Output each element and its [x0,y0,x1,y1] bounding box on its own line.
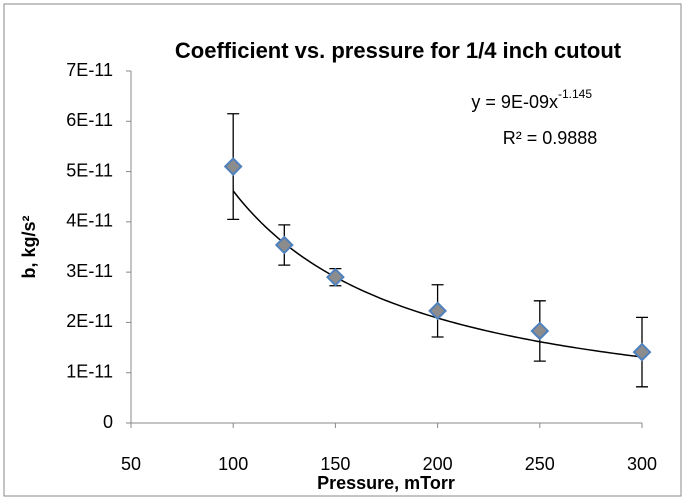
y-tick-label: 3E-11 [66,261,113,281]
x-tick-label: 50 [121,454,141,474]
trendline-equation: y = 9E-09x-1.145 [471,87,592,112]
data-point [325,267,345,287]
data-point [530,321,550,341]
y-tick-label: 4E-11 [66,211,113,231]
y-tick-label: 5E-11 [66,160,113,180]
equation-exponent: -1.145 [558,87,592,101]
y-tick-label: 1E-11 [66,361,113,381]
equation-text: y = 9E-09x [471,92,558,112]
x-tick-label: 250 [525,454,555,474]
data-point [223,157,243,176]
chart-border [3,3,682,497]
y-axis-label: b, kg/s² [19,215,39,278]
data-point [428,301,448,321]
x-tick-label: 100 [218,454,248,474]
y-tick-label: 7E-11 [66,60,113,80]
x-axis-label: Pressure, mTorr [317,473,455,493]
y-tick-label: 0 [103,412,113,432]
y-tick-label: 6E-11 [66,110,113,130]
x-tick-label: 200 [423,454,453,474]
x-tick-label: 150 [320,454,350,474]
y-tick-label: 2E-11 [66,311,113,331]
x-tick-label: 300 [627,454,657,474]
r-squared: R² = 0.9888 [503,128,598,148]
data-point [632,342,652,362]
data-point [274,235,294,255]
chart-title: Coefficient vs. pressure for 1/4 inch cu… [175,38,622,63]
